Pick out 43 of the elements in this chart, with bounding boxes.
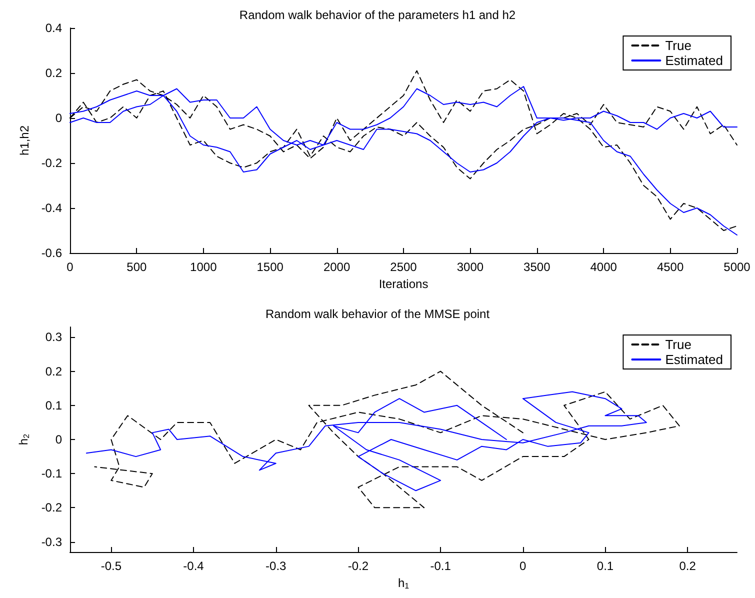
y-axis-title: h2 [16,433,31,446]
y-tick-label: 0.4 [45,21,62,35]
legend-label: True [665,337,692,352]
x-tick-label: 1000 [190,260,218,274]
y-tick-label: -0.6 [41,246,62,260]
line-series [86,391,647,492]
x-tick-label: 0 [520,559,527,573]
x-tick-label: -0.1 [430,559,452,573]
y-tick-label: -0.1 [41,466,62,481]
x-tick-label: -0.2 [348,559,369,573]
x-tick-label: 4500 [656,260,684,274]
x-tick-label: 5000 [724,260,751,274]
x-tick-label: 0.1 [596,559,614,573]
x-tick-label: -0.4 [183,559,204,573]
y-tick-label: -0.4 [41,201,62,215]
y-tick-label: 0 [55,432,62,446]
legend-label: Estimated [665,352,724,367]
x-tick-label: 500 [126,260,148,274]
x-tick-label: 0 [66,260,74,274]
y-tick-label: -0.2 [41,156,62,170]
legend-label: True [665,38,692,53]
x-tick-label: 0.2 [679,559,696,573]
y-tick-label: 0.1 [45,398,62,412]
x-tick-label: 2000 [323,260,350,274]
line-series [94,370,680,508]
y-tick-label: 0.2 [45,364,62,378]
x-tick-label: 3000 [456,260,484,274]
y-tick-label: -0.3 [41,534,62,549]
y-tick-label: 0 [55,111,62,125]
x-axis-title: Iterations [378,276,428,291]
y-tick-label: 0.3 [45,330,62,344]
x-tick-label: 4000 [590,260,618,274]
legend-label: Estimated [665,53,724,68]
x-tick-label: 1500 [256,260,284,274]
y-tick-label: -0.2 [41,500,62,515]
x-tick-label: -0.3 [266,559,287,573]
x-tick-label: 3500 [524,260,551,274]
x-tick-label: 2500 [390,260,418,274]
y-axis-title: h1,h2 [17,125,32,156]
chart-title: Random walk behavior of the MMSE point [265,307,490,321]
chart-title: Random walk behavior of the parameters h1 and h2 [239,8,516,22]
y-tick-label: 0.2 [45,66,62,80]
x-tick-label: -0.5 [100,559,122,573]
